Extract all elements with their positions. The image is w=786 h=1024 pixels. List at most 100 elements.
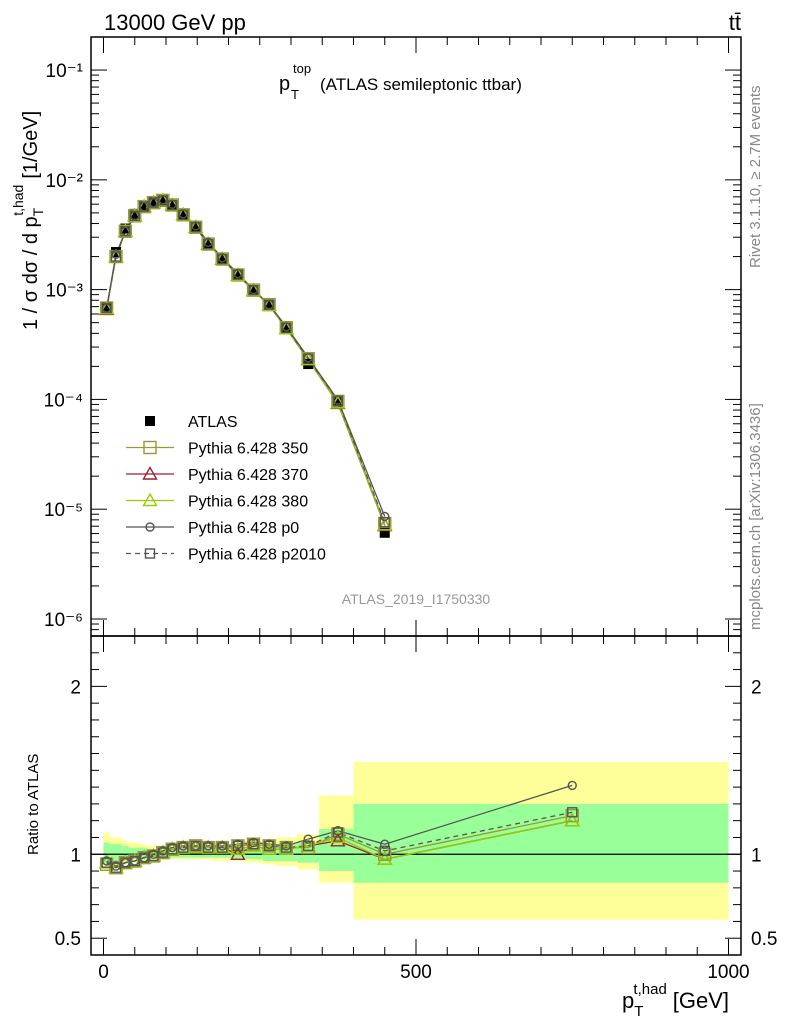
main-point-0 (248, 285, 259, 296)
legend-marker-4 (145, 522, 155, 532)
process-label: tt̄ (729, 10, 741, 35)
band-green (122, 845, 129, 861)
ratio-y-tick-label: 0.5 (55, 929, 81, 950)
main-point-0 (148, 196, 159, 207)
legend-label-1: Pythia 6.428 350 (188, 441, 308, 458)
mcplots-label: mcplots.cern.ch [arXiv:1306.3436] (747, 403, 764, 630)
legend-label-2: Pythia 6.428 370 (188, 467, 308, 484)
ratio-point-4 (217, 842, 228, 853)
ratio-y-tick-label-right: 2 (751, 677, 762, 698)
ratio-point-2 (377, 851, 393, 865)
main-point-0 (379, 527, 390, 538)
x-tick-label: 0 (98, 962, 109, 983)
y-tick-label: 10⁻² (46, 171, 84, 192)
y-tick-label: 10⁻⁶ (44, 610, 83, 631)
plot-title-sub: T (291, 87, 299, 102)
band-green (187, 849, 204, 858)
svg-text:1 / σ dσ / d pTt,had[1/GeV]: 1 / σ dσ / d pTt,had[1/GeV] (10, 111, 46, 330)
ratio-point-2 (261, 841, 277, 855)
ratio-y-tick-label-right: 1 (751, 845, 762, 866)
legend-marker-1 (143, 440, 157, 455)
main-point-5 (190, 222, 201, 233)
ratio-point-0 (565, 808, 579, 823)
band-green (244, 847, 263, 860)
ratio-point-4 (263, 840, 275, 852)
main-point-5 (281, 322, 292, 333)
svg-text:pTt,had[GeV]: pTt,had [GeV] (622, 981, 729, 1020)
legend-label-5: Pythia 6.428 p2010 (188, 547, 326, 564)
plot-title: p T top (ATLAS semileptonic ttbar) (279, 61, 522, 102)
main-point-0 (232, 270, 243, 281)
band-green (159, 849, 166, 858)
ratio-point-4 (248, 838, 259, 850)
axes-layer: 10⁻⁶ 10⁻⁵ 10⁻⁴ 10⁻³ 10⁻² 10⁻¹ 0.5 0.5 1 1 2 2 0 500 10… (44, 36, 777, 983)
main-point-0 (157, 195, 168, 206)
legend-marker-5 (144, 548, 156, 559)
ratio-point-3 (303, 834, 313, 844)
band-green (147, 849, 160, 858)
ratio-point-3 (567, 780, 577, 791)
ratio-point-4 (202, 842, 214, 853)
y-tick-label: 10⁻³ (46, 281, 84, 302)
y-tick-label: 10⁻⁵ (44, 500, 83, 521)
y-tick-label: 10⁻¹ (46, 61, 84, 82)
ratio-point-3 (380, 839, 390, 849)
y-tick-label: 10⁻⁴ (44, 390, 83, 411)
legend-marker-0 (145, 416, 155, 426)
xlabel: pTt,had [GeV] (622, 981, 729, 1020)
main-point-3 (261, 297, 277, 311)
x-tick-label: 1000 (707, 962, 749, 983)
plot-title-rest: (ATLAS semileptonic ttbar) (320, 75, 522, 94)
ratio-point-1 (330, 832, 346, 847)
legend-label-4: Pythia 6.428 p0 (188, 520, 299, 537)
legend-marker-3 (142, 492, 158, 507)
main-point-3 (377, 516, 393, 531)
legend-label-3: Pythia 6.428 380 (188, 494, 308, 511)
plot-title-p: p (279, 73, 290, 95)
ratio-point-4 (302, 840, 314, 852)
main-point-5 (248, 284, 259, 296)
main-point-0 (178, 209, 189, 220)
ratio-y-tick-label: 2 (70, 677, 81, 698)
analysis-id: ATLAS_2019_I1750330 (342, 591, 491, 607)
band-green (231, 847, 245, 860)
main-point-0 (101, 301, 112, 312)
ratio-point-4 (167, 844, 178, 855)
series-markers (98, 192, 580, 875)
legend: ATLAS Pythia 6.428 350 Pythia 6.428 370 Pyt… (126, 414, 326, 564)
main-point-5 (177, 209, 189, 221)
main-point-0 (281, 323, 292, 334)
main-point-0 (120, 223, 131, 234)
rivet-label: Rivet 3.1.10, ≥ 2.7M events (747, 86, 764, 269)
main-point-5 (110, 251, 122, 262)
band-green (353, 803, 416, 883)
ratio-point-4 (379, 845, 390, 857)
main-point-0 (264, 300, 275, 311)
main-point-5 (332, 395, 344, 407)
main-ylabel: 1 / σ dσ / d pTt,had[1/GeV] (10, 111, 46, 330)
main-point-5 (120, 226, 131, 237)
legend-label-0: ATLAS (188, 414, 238, 431)
energy-label: 13000 GeV pp (104, 10, 246, 35)
main-point-5 (379, 517, 390, 528)
main-point-0 (129, 208, 140, 219)
main-point-5 (217, 253, 228, 265)
legend-marker-2 (142, 466, 158, 480)
ratio-point-4 (190, 840, 201, 852)
ratio-point-1 (230, 846, 246, 860)
main-point-5 (129, 210, 140, 222)
main-point-4 (380, 511, 390, 522)
ratio-y-tick-label-right: 0.5 (751, 929, 777, 950)
ratio-point-2 (564, 812, 580, 827)
plot-title-sup: top (293, 61, 311, 76)
main-point-3 (245, 282, 262, 297)
main-point-0 (167, 199, 178, 210)
main-point-0 (332, 396, 343, 407)
ratio-point-4 (177, 842, 189, 853)
ratio-point-4 (232, 840, 244, 852)
x-tick-label: 500 (400, 962, 432, 983)
main-point-5 (167, 199, 178, 211)
ratio-point-4 (567, 807, 578, 818)
band-green (103, 842, 110, 865)
